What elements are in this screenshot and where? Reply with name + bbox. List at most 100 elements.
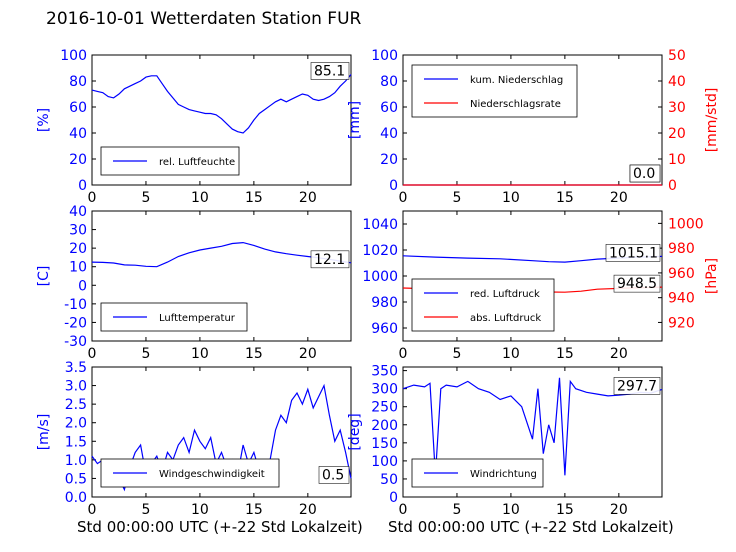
windspeed-y-tick-label: 2.5 [65, 397, 87, 413]
windspeed-legend-label: Windgeschwindigkeit [159, 469, 265, 480]
winddirection-x-tick-label: 15 [556, 502, 574, 518]
pressure-legend-box [411, 278, 555, 332]
humidity-y-tick-label: 100 [60, 48, 87, 64]
pressure-last-value-box [605, 244, 661, 262]
precipitation-y2-tick-label: 0 [668, 178, 677, 194]
winddirection-x-tick-label: 20 [610, 502, 628, 518]
temperature-x-tick-label: 15 [245, 346, 263, 362]
winddirection-last-value-label: 297.7 [617, 378, 657, 394]
precipitation-y-tick-label: 80 [380, 74, 398, 90]
humidity-last-value-box [310, 62, 350, 80]
windspeed-y-tick-label: 0.5 [65, 471, 87, 487]
humidity-legend-label: rel. Luftfeuchte [159, 157, 235, 168]
pressure-y-tick-label: 1040 [362, 217, 398, 233]
humidity-x-tick-label: 5 [141, 190, 150, 206]
windspeed-x-tick-label: 15 [245, 502, 263, 518]
humidity-plot-frame [91, 54, 352, 186]
pressure-legend-label: red. Luftdruck [470, 289, 540, 300]
pressure-y2-tick-label: 980 [668, 241, 695, 257]
humidity-y-tick-label: 0 [78, 178, 87, 194]
windspeed-x-tick-label: 5 [141, 502, 150, 518]
temperature-legend-label: Lufttemperatur [159, 313, 236, 324]
pressure-y-tick-label: 1020 [362, 243, 398, 259]
precipitation-y-tick-label: 20 [380, 152, 398, 168]
precipitation-y-tick-label: 60 [380, 100, 398, 116]
windspeed-y-tick-label: 2.0 [65, 416, 87, 432]
precipitation-legend-box [411, 64, 578, 118]
winddirection-series-line-1 [402, 377, 663, 476]
windspeed-y-tick-label: 3.0 [65, 379, 87, 395]
precipitation-y-tick-label: 100 [371, 48, 398, 64]
precipitation-y2-tick-label: 50 [668, 48, 686, 64]
winddirection-legend-label: Windrichtung [470, 469, 537, 480]
windspeed-y-tick-label: 1.5 [65, 434, 87, 450]
windspeed-last-value-label: 0.5 [322, 467, 344, 483]
precipitation-y2-tick-label: 30 [668, 100, 686, 116]
pressure-y-tick-label: 1000 [362, 269, 398, 285]
precipitation-y2-tick-label: 40 [668, 74, 686, 90]
precipitation-y-axis-label: [mm] [347, 101, 363, 139]
precipitation-y2-tick-label: 20 [668, 126, 686, 142]
winddirection-y-tick-label: 50 [380, 472, 398, 488]
temperature-y-tick-label: 30 [69, 223, 87, 239]
temperature-y-tick-label: -20 [64, 315, 87, 331]
winddirection-y-tick-label: 0 [389, 490, 398, 506]
precipitation-y2-axis-label: [mm/std] [704, 88, 720, 153]
pressure-x-tick-label: 5 [452, 346, 461, 362]
temperature-y-tick-label: 40 [69, 204, 87, 220]
windspeed-y-tick-label: 3.5 [65, 360, 87, 376]
windspeed-y-tick-label: 1.0 [65, 453, 87, 469]
temperature-x-tick-label: 10 [191, 346, 209, 362]
pressure-legend-label: abs. Luftdruck [470, 313, 541, 324]
humidity-y-tick-label: 20 [69, 152, 87, 168]
humidity-x-tick-label: 15 [245, 190, 263, 206]
humidity-series-line-1 [91, 74, 352, 134]
humidity-y-axis-label: [%] [36, 108, 52, 132]
pressure-y2-tick-label: 940 [668, 291, 695, 307]
temperature-last-value-label: 12.1 [314, 252, 345, 268]
humidity-x-tick-label: 10 [191, 190, 209, 206]
precipitation-last-value-label: 0.0 [633, 166, 655, 182]
winddirection-y-tick-label: 250 [371, 400, 398, 416]
temperature-last-value-box [310, 250, 350, 269]
winddirection-y-tick-label: 350 [371, 364, 398, 380]
precipitation-x-tick-label: 0 [399, 190, 408, 206]
windspeed-x-tick-label: 0 [88, 502, 97, 518]
humidity-y-tick-label: 60 [69, 100, 87, 116]
humidity-x-tick-label: 20 [299, 190, 317, 206]
winddirection-y-axis-label: [deg] [347, 413, 363, 450]
winddirection-last-value-box [613, 377, 661, 395]
winddirection-x-tick-label: 10 [502, 502, 520, 518]
windspeed-y-axis-label: [m/s] [36, 414, 52, 451]
humidity-last-value-label: 85.1 [314, 64, 345, 80]
humidity-x-tick-label: 0 [88, 190, 97, 206]
windspeed-x-tick-label: 10 [191, 502, 209, 518]
pressure-y2-tick-label: 1000 [668, 216, 704, 232]
pressure-last-value-label: 948.5 [617, 276, 657, 292]
precipitation-y-tick-label: 0 [389, 178, 398, 194]
temperature-x-tick-label: 0 [88, 346, 97, 362]
pressure-x-tick-label: 20 [610, 346, 628, 362]
humidity-y-tick-label: 80 [69, 74, 87, 90]
pressure-y2-tick-label: 920 [668, 315, 695, 331]
winddirection-x-tick-label: 5 [452, 502, 461, 518]
precipitation-legend-label: Niederschlagsrate [470, 99, 561, 110]
pressure-y-tick-label: 980 [371, 295, 398, 311]
winddirection-y-tick-label: 200 [371, 418, 398, 434]
temperature-y-tick-label: 20 [69, 241, 87, 257]
pressure-y-tick-label: 960 [371, 321, 398, 337]
humidity-y-tick-label: 40 [69, 126, 87, 142]
precipitation-y-tick-label: 40 [380, 126, 398, 142]
temperature-x-tick-label: 5 [141, 346, 150, 362]
winddirection-y-tick-label: 150 [371, 436, 398, 452]
windspeed-x-tick-label: 20 [299, 502, 317, 518]
precipitation-x-tick-label: 10 [502, 190, 520, 206]
pressure-x-tick-label: 0 [399, 346, 408, 362]
temperature-y-tick-label: 10 [69, 260, 87, 276]
temperature-series-line-1 [91, 241, 352, 268]
precipitation-x-tick-label: 5 [452, 190, 461, 206]
temperature-y-axis-label: [C] [36, 266, 52, 287]
winddirection-y-tick-label: 100 [371, 454, 398, 470]
precipitation-y2-tick-label: 10 [668, 152, 686, 168]
